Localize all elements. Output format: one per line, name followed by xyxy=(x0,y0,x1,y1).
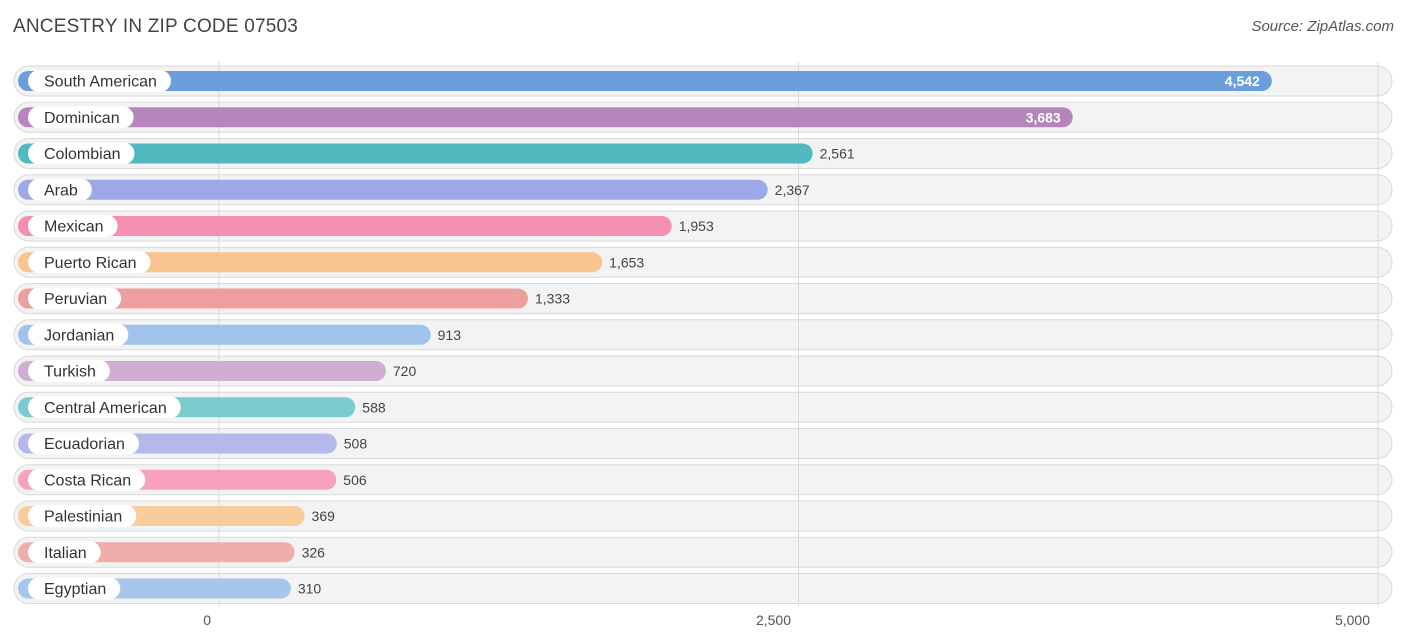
category-label: Central American xyxy=(44,400,167,417)
row-background xyxy=(13,391,1393,423)
category-pill xyxy=(28,287,122,310)
bar[interactable] xyxy=(18,107,1073,128)
value-label: 3,683 xyxy=(1026,109,1061,125)
value-label: 913 xyxy=(438,327,462,343)
bar[interactable] xyxy=(18,143,813,164)
value-label: 506 xyxy=(343,472,367,488)
category-label: Palestinian xyxy=(44,509,122,526)
value-label: 1,953 xyxy=(679,218,714,234)
value-label: 369 xyxy=(312,508,336,524)
bar[interactable] xyxy=(18,361,386,381)
category-pill xyxy=(28,468,146,491)
category-pill xyxy=(28,396,181,419)
category-label: Egyptian xyxy=(44,581,106,598)
category-label: Colombian xyxy=(44,146,120,163)
bar[interactable] xyxy=(18,71,1272,91)
category-label: Ecuadorian xyxy=(44,436,125,453)
category-label: Jordanian xyxy=(44,327,114,344)
category-label: Costa Rican xyxy=(44,472,131,489)
row-background xyxy=(13,428,1393,459)
bars-layer: South American 4,542 Dominican 3,683 Colombi… xyxy=(18,70,1272,600)
category-label: Arab xyxy=(44,182,78,199)
x-tick-label: 5,000 xyxy=(1335,612,1370,628)
category-pill xyxy=(28,70,171,92)
category-label: South American xyxy=(44,74,157,91)
category-label: Puerto Rican xyxy=(44,255,137,272)
category-pill xyxy=(28,541,101,564)
value-label: 1,333 xyxy=(535,291,570,307)
row-background xyxy=(13,464,1393,496)
value-label: 310 xyxy=(298,581,322,597)
category-pill xyxy=(28,360,110,382)
category-label: Peruvian xyxy=(44,291,107,308)
value-label: 326 xyxy=(302,544,326,560)
chart-title: ANCESTRY IN ZIP CODE 07503 xyxy=(13,16,299,37)
bar[interactable] xyxy=(18,216,672,236)
category-label: Italian xyxy=(44,545,87,562)
category-label: Mexican xyxy=(44,219,104,236)
value-label: 1,653 xyxy=(609,254,644,270)
category-pill xyxy=(28,215,118,237)
category-pill xyxy=(28,142,135,165)
category-pill xyxy=(28,505,137,527)
value-label: 588 xyxy=(362,399,386,415)
category-pill xyxy=(28,251,151,274)
category-pill xyxy=(28,432,139,455)
value-label: 4,542 xyxy=(1225,73,1260,89)
ticks-layer: 0 2,500 5,000 xyxy=(203,612,1370,628)
value-label: 720 xyxy=(393,363,417,379)
row-background xyxy=(13,573,1393,604)
category-label: Dominican xyxy=(44,110,120,127)
row-background xyxy=(13,500,1393,532)
x-tick-label: 2,500 xyxy=(756,612,791,628)
category-pill xyxy=(28,323,129,346)
bar[interactable] xyxy=(18,252,603,273)
value-label: 2,367 xyxy=(775,182,810,198)
value-label: 2,561 xyxy=(820,146,855,162)
category-pill xyxy=(28,178,92,201)
row-background xyxy=(13,536,1393,568)
category-pill xyxy=(28,577,121,600)
source-label: Source: ZipAtlas.com xyxy=(1251,18,1394,35)
value-label: 508 xyxy=(344,436,368,452)
bar[interactable] xyxy=(18,288,528,309)
category-pill xyxy=(28,106,134,129)
x-tick-label: 0 xyxy=(203,612,211,628)
category-label: Turkish xyxy=(44,364,96,381)
bar[interactable] xyxy=(18,179,768,200)
